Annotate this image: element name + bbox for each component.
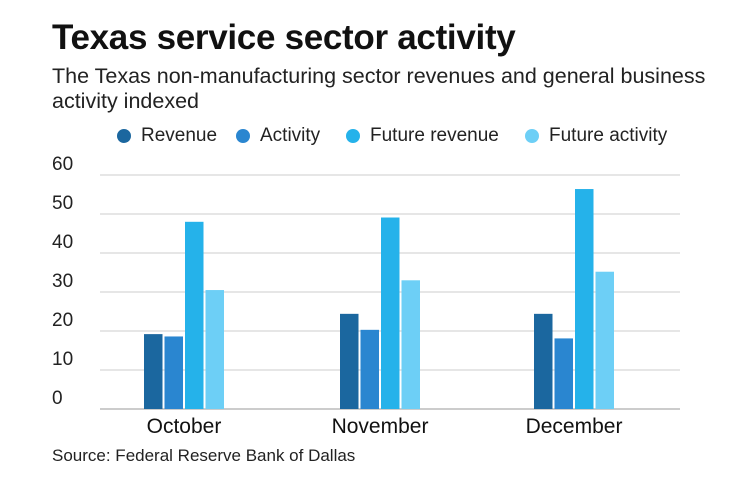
legend-swatch-future-revenue bbox=[346, 129, 360, 143]
legend-label-activity: Activity bbox=[260, 125, 321, 146]
legend-label-revenue: Revenue bbox=[141, 125, 218, 146]
legend-item-revenue: Revenue bbox=[117, 124, 217, 148]
bar-november-future-revenue bbox=[381, 217, 400, 409]
bars bbox=[144, 189, 614, 409]
y-tick-label-20: 20 bbox=[52, 310, 73, 331]
y-tick-label-50: 50 bbox=[52, 193, 73, 214]
bar-november-revenue bbox=[340, 313, 359, 409]
y-tick-label-30: 30 bbox=[52, 271, 73, 292]
x-tick-label-december: December bbox=[526, 415, 623, 438]
legend-item-activity: Activity bbox=[236, 124, 320, 148]
y-tick-label-0: 0 bbox=[52, 388, 63, 409]
bar-november-activity bbox=[360, 329, 379, 409]
x-tick-label-october: October bbox=[147, 415, 222, 438]
legend-swatch-revenue bbox=[117, 129, 131, 143]
x-tick-label-november: November bbox=[332, 415, 429, 438]
source-note: Source: Federal Reserve Bank of Dallas bbox=[52, 446, 356, 465]
legend-label-future-revenue: Future revenue bbox=[370, 125, 499, 146]
y-tick-label-10: 10 bbox=[52, 349, 73, 370]
bar-october-revenue bbox=[144, 334, 163, 409]
bar-october-activity bbox=[164, 336, 183, 409]
x-axis-labels: October November December bbox=[147, 415, 623, 438]
legend: Revenue Activity Future revenue Future a… bbox=[0, 124, 740, 148]
legend-swatch-activity bbox=[236, 129, 250, 143]
bar-november-future-activity bbox=[401, 280, 420, 409]
bar-december-future-activity bbox=[595, 271, 614, 409]
bar-october-future-activity bbox=[205, 290, 224, 409]
legend-item-future-revenue: Future revenue bbox=[346, 124, 499, 148]
chart-subtitle: The Texas non-manufacturing sector reven… bbox=[52, 64, 706, 113]
bar-october-future-revenue bbox=[185, 221, 204, 409]
legend-item-future-activity: Future activity bbox=[525, 124, 667, 148]
bar-december-activity bbox=[554, 338, 573, 409]
legend-label-future-activity: Future activity bbox=[549, 125, 668, 146]
legend-swatch-future-activity bbox=[525, 129, 539, 143]
chart-title: Texas service sector activity bbox=[52, 18, 516, 57]
y-tick-label-40: 40 bbox=[52, 232, 73, 253]
bar-december-future-revenue bbox=[575, 189, 594, 409]
bar-december-revenue bbox=[534, 313, 553, 409]
y-tick-label-60: 60 bbox=[52, 154, 73, 175]
